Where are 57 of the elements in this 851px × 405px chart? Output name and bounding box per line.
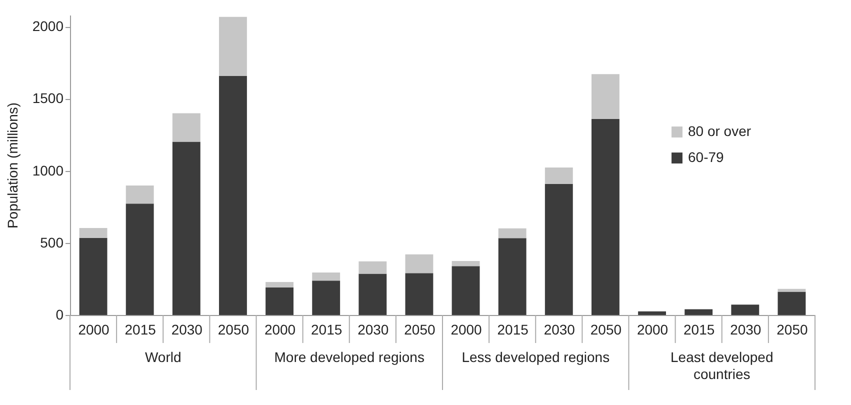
x-tick-label: 2015	[311, 322, 342, 338]
x-tick-label: 2030	[171, 322, 203, 338]
x-tick-label: 2050	[590, 322, 622, 338]
x-tick-label: 2000	[78, 322, 110, 338]
x-tick-label: 2000	[636, 322, 668, 338]
text: Least developed countries	[670, 349, 774, 382]
bar	[778, 288, 806, 292]
bar	[498, 228, 526, 238]
bar	[498, 238, 526, 315]
bar	[219, 16, 247, 76]
bar	[684, 309, 713, 315]
bar	[126, 185, 154, 204]
bar	[592, 74, 620, 119]
bar	[79, 238, 108, 315]
bar	[126, 204, 154, 315]
bar	[312, 272, 340, 281]
x-tick-label: 2000	[450, 322, 482, 338]
bar	[266, 287, 294, 315]
y-tick-label: 1000	[32, 162, 64, 178]
bar	[172, 142, 200, 315]
bar	[172, 113, 200, 142]
bar	[544, 167, 573, 184]
x-tick-label: 2050	[404, 322, 436, 338]
bar	[452, 261, 480, 266]
x-tick-label: 2000	[264, 322, 296, 338]
text: More developed regions	[274, 349, 424, 365]
bar	[79, 228, 108, 238]
text: Less developed regions	[462, 349, 610, 365]
x-tick-label: 2015	[124, 322, 156, 338]
x-tick-label: 2030	[358, 322, 389, 338]
x-tick-label: 2030	[730, 322, 762, 338]
bar	[731, 304, 760, 315]
text: World	[144, 349, 182, 365]
legend-label: 80 or over	[688, 123, 752, 139]
bar	[312, 280, 340, 315]
legend-label: 60-79	[688, 149, 724, 165]
x-tick-label: 2050	[218, 322, 250, 338]
y-axis-title: Population (millions)	[4, 102, 20, 229]
bar	[405, 273, 434, 315]
y-tick-label: 2000	[32, 18, 64, 34]
bar	[778, 292, 806, 315]
bar	[592, 118, 620, 315]
bar	[266, 282, 294, 288]
y-tick-label: 500	[40, 234, 64, 250]
bar	[544, 184, 573, 315]
x-tick-label: 2030	[544, 322, 576, 338]
x-tick-label: 2015	[497, 322, 529, 338]
bar	[358, 261, 387, 274]
bar	[638, 311, 666, 315]
x-tick-label: 2015	[684, 322, 715, 338]
y-tick-label: 0	[56, 306, 64, 322]
bar	[452, 266, 480, 315]
bar	[219, 76, 247, 315]
bar	[405, 254, 434, 274]
y-tick-label: 1500	[32, 90, 64, 106]
bar	[358, 274, 387, 315]
x-tick-label: 2050	[776, 322, 808, 338]
